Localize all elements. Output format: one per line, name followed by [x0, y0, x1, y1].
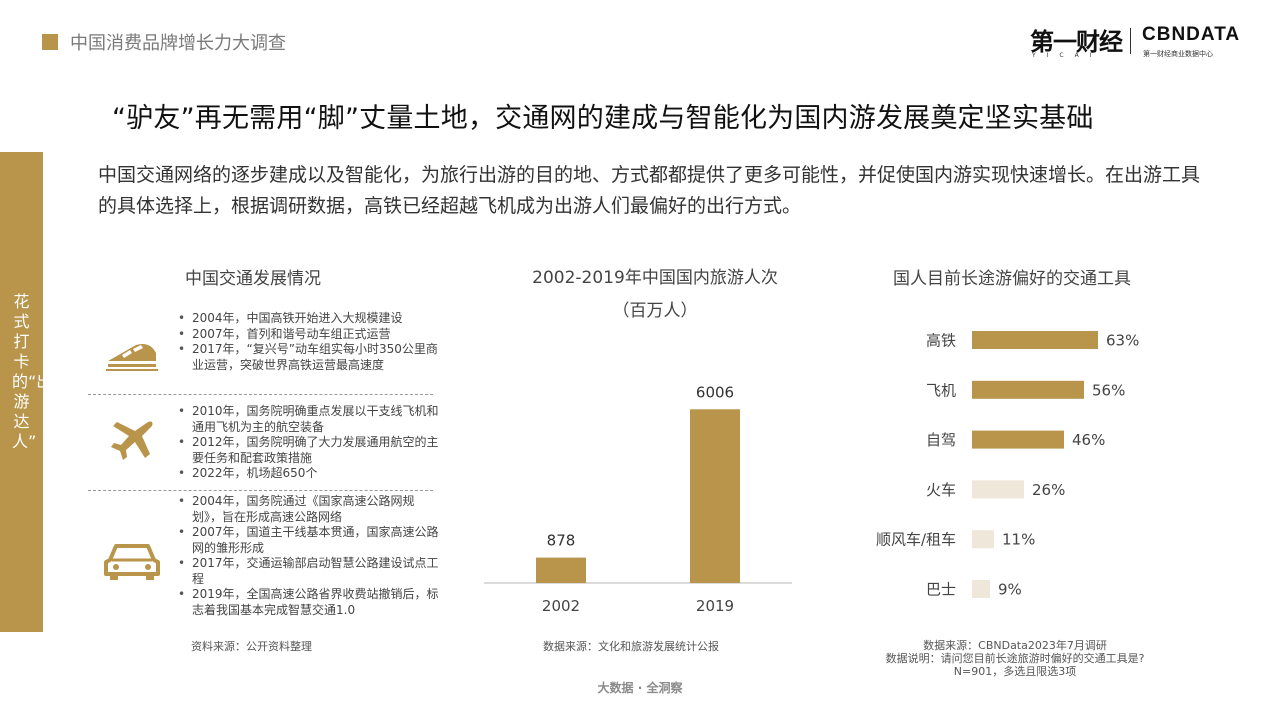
bar-顺风车/租车 — [972, 530, 994, 549]
list-item: 2017年，交通运输部启动智慧公路建设试点工程 — [178, 556, 442, 587]
category-label: 火车 — [926, 481, 956, 499]
list-item: 2007年，国道主干线基本贯通，国家高速公路网的雏形形成 — [178, 525, 442, 556]
list-item: 2017年，“复兴号”动车组实每小时350公里商业运营，突破世界高铁运营最高速度 — [178, 342, 442, 373]
right-source-note: 数据来源：CBNData2023年7月调研 — [923, 639, 1107, 652]
category-label: 自驾 — [926, 431, 956, 449]
car-icon — [104, 544, 160, 580]
bar-value-label: 46% — [1072, 431, 1105, 449]
category-label: 顺风车/租车 — [876, 531, 956, 549]
category-label: 飞机 — [926, 381, 956, 399]
right-notes: 数据来源：CBNData2023年7月调研 数据说明：请问您目前长途旅游时偏好的… — [860, 639, 1170, 678]
bar-自驾 — [972, 430, 1064, 449]
tourism-chart-title: 2002-2019年中国国内旅游人次 （百万人） — [505, 262, 805, 328]
logo-cbndata: CBNDATA — [1142, 24, 1241, 45]
bar-value-label: 56% — [1092, 381, 1125, 399]
x-tick-label: 2019 — [696, 597, 734, 615]
section-side-tab: 花式打卡的“出游达人” — [0, 152, 53, 632]
middle-source-note: 数据来源：文化和旅游发展统计公报 — [543, 640, 719, 653]
category-label: 高铁 — [926, 332, 956, 350]
left-panel-title: 中国交通发展情况 — [185, 269, 321, 289]
bar-value-label: 6006 — [696, 383, 734, 401]
bar-火车 — [972, 480, 1024, 499]
list-item: 2019年，全国高速公路省界收费站撤销后，标志着我国基本完成智慧交通1.0 — [178, 587, 442, 618]
x-tick-label: 2002 — [542, 597, 580, 615]
logo-cbndata-sub: 第一财经商业数据中心 — [1143, 50, 1213, 58]
left-source-note: 资料来源：公开资料整理 — [191, 640, 312, 653]
bar-高铁 — [972, 331, 1098, 349]
bar-value-label: 878 — [547, 532, 576, 550]
header-accent-square — [42, 34, 58, 50]
logo-yicai: 第一财经 — [1030, 28, 1123, 56]
bar-巴士 — [972, 580, 990, 598]
airplane-icon — [111, 421, 153, 460]
brand-logo: 第一财经 YICAI CBNDATA 第一财经商业数据中心 — [1030, 22, 1245, 62]
right-question-note: 数据说明：请问您目前长途旅游时偏好的交通工具是? — [885, 652, 1145, 665]
logo-divider — [1130, 28, 1131, 54]
bar-2019 — [690, 409, 740, 583]
list-item: 2012年，国务院明确了大力发展通用航空的主要任务和配套政策措施 — [178, 435, 442, 466]
footer-slogan: 大数据 · 全洞察 — [597, 681, 683, 695]
tourism-chart-title-line2: （百万人） — [612, 301, 698, 321]
bar-value-label: 9% — [998, 581, 1022, 599]
intro-paragraph: 中国交通网络的逐步建成以及智能化，为旅行出游的目的地、方式都都提供了更多可能性，… — [98, 164, 1201, 217]
tourism-bar-chart: 878 2002 6006 2019 — [484, 383, 792, 615]
bar-value-label: 63% — [1106, 332, 1139, 350]
list-item: 2022年，机场超650个 — [178, 466, 442, 482]
bar-value-label: 11% — [1002, 531, 1035, 549]
dashed-divider — [88, 490, 433, 491]
dashed-divider — [88, 394, 433, 395]
list-item: 2004年，国务院通过《国家高速公路网规划》，旨在形成高速公路网络 — [178, 494, 442, 525]
report-title: 中国消费品牌增长力大调查 — [70, 33, 286, 54]
transport-preference-bar-chart: 高铁 63% 飞机 56% 自驾 46% 火车 26% 顺风车/租车 11% 巴士 9% — [876, 331, 1139, 599]
list-item: 2010年，国务院明确重点发展以干支线飞机和通用飞机为主的航空装备 — [178, 404, 442, 435]
bar-2002 — [536, 557, 586, 583]
right-sample-note: N=901，多选且限选3项 — [953, 665, 1077, 678]
high-speed-train-icon — [106, 344, 158, 371]
logo-yicai-sub: YICAI — [1032, 52, 1103, 59]
list-item: 2007年，首列和谐号动车组正式运营 — [178, 327, 442, 343]
tourism-chart-title-line1: 2002-2019年中国国内旅游人次 — [532, 268, 778, 288]
bar-飞机 — [972, 380, 1084, 399]
page-headline: “驴友”再无需用“脚”丈量土地，交通网的建成与智能化为国内游发展奠定坚实基础 — [112, 103, 1094, 134]
list-item: 2004年，中国高铁开始进入大规模建设 — [178, 311, 442, 327]
category-label: 巴士 — [926, 581, 956, 599]
transport-preference-chart-title: 国人目前长途游偏好的交通工具 — [893, 269, 1131, 289]
side-tab-label: 花式打卡的“出游达人” — [12, 292, 53, 451]
bar-value-label: 26% — [1032, 481, 1065, 499]
